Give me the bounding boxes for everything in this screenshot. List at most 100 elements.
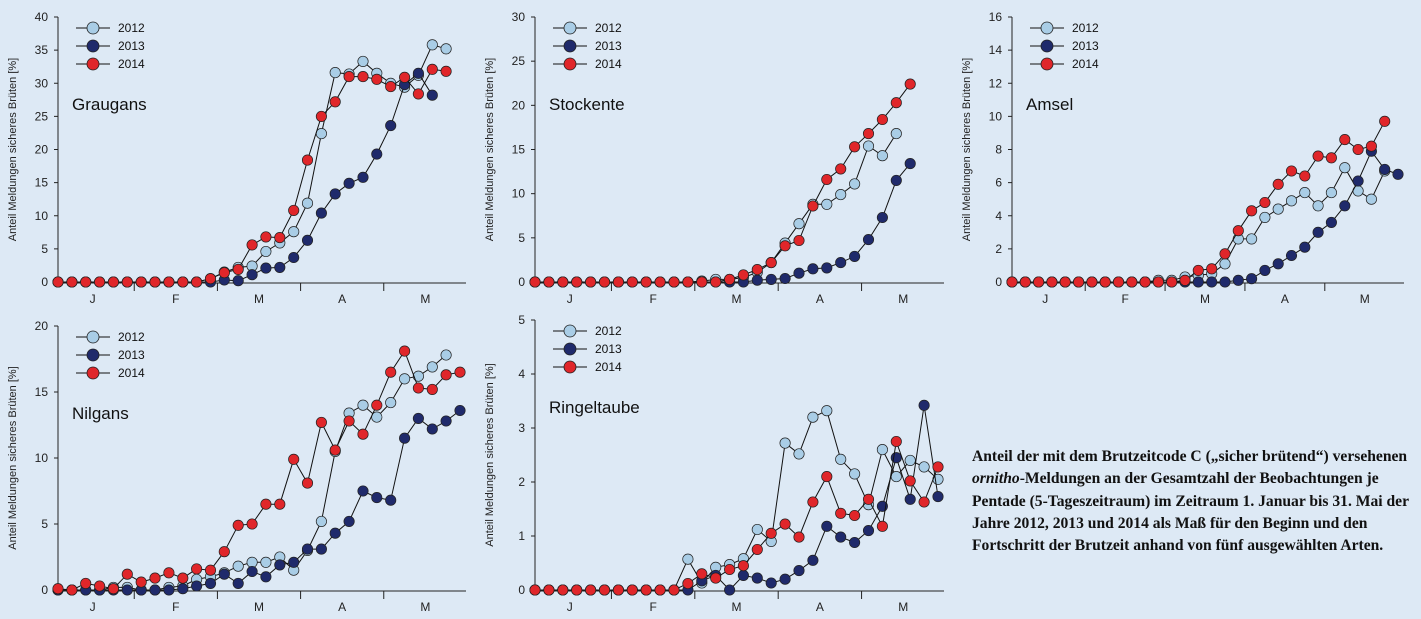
data-point-2014 bbox=[571, 584, 583, 596]
data-point-2014 bbox=[357, 428, 369, 440]
data-point-2013 bbox=[357, 171, 369, 183]
data-point-2014 bbox=[612, 584, 624, 596]
data-point-2013 bbox=[849, 250, 861, 262]
data-point-2014 bbox=[1219, 248, 1231, 260]
data-point-2012 bbox=[890, 128, 902, 140]
species-title: Ringeltaube bbox=[549, 398, 640, 417]
data-point-2014 bbox=[426, 383, 438, 395]
data-point-2014 bbox=[612, 276, 624, 288]
legend-marker-2012 bbox=[1040, 21, 1054, 35]
data-point-2014 bbox=[724, 273, 736, 285]
chart-panel-5: 0 1 2 3 4 5 J F M A M Anteil Meldungen sicheres Brü… bbox=[484, 313, 944, 614]
legend-label-2013: 2013 bbox=[118, 348, 145, 362]
data-point-2013 bbox=[121, 584, 133, 596]
data-point-2012 bbox=[904, 454, 916, 466]
data-point-2012 bbox=[876, 150, 888, 162]
legend-marker-2014 bbox=[86, 57, 100, 71]
data-point-2013 bbox=[779, 272, 791, 285]
y-tick-label: 5 bbox=[518, 313, 525, 327]
y-tick-label: 5 bbox=[41, 517, 48, 531]
caption-text-1: Anteil der mit dem Brutzeitcode C („sich… bbox=[972, 448, 1408, 465]
data-point-2012 bbox=[1339, 162, 1351, 174]
data-point-2013 bbox=[412, 67, 424, 79]
data-point-2014 bbox=[557, 276, 569, 288]
data-point-2014 bbox=[862, 493, 875, 505]
data-point-2014 bbox=[779, 240, 791, 252]
legend-marker-2014 bbox=[1040, 57, 1054, 71]
data-point-2013 bbox=[1206, 276, 1218, 288]
data-point-2014 bbox=[107, 583, 119, 595]
data-point-2014 bbox=[724, 563, 736, 576]
data-point-2014 bbox=[1272, 178, 1284, 190]
x-tick-label: F bbox=[1121, 292, 1128, 306]
data-point-2014 bbox=[585, 276, 597, 288]
data-point-2013 bbox=[862, 234, 875, 246]
data-point-2013 bbox=[204, 577, 217, 589]
data-point-2013 bbox=[343, 515, 355, 527]
data-point-2012 bbox=[357, 55, 369, 67]
data-point-2014 bbox=[1232, 225, 1244, 237]
data-point-2014 bbox=[412, 88, 424, 100]
data-point-2014 bbox=[329, 444, 341, 456]
y-tick-label: 15 bbox=[512, 143, 526, 157]
data-point-2013 bbox=[918, 399, 930, 411]
data-point-2013 bbox=[835, 531, 847, 543]
data-point-2012 bbox=[1299, 187, 1311, 199]
data-point-2013 bbox=[399, 432, 411, 444]
data-point-2014 bbox=[66, 584, 78, 596]
data-point-2014 bbox=[1365, 140, 1377, 152]
data-point-2014 bbox=[529, 584, 541, 596]
x-tick-label: M bbox=[898, 600, 908, 614]
data-point-2012 bbox=[849, 178, 861, 190]
y-tick-label: 10 bbox=[35, 451, 49, 465]
data-point-2014 bbox=[890, 97, 902, 109]
data-point-2014 bbox=[107, 276, 119, 288]
data-point-2013 bbox=[232, 275, 244, 287]
data-point-2014 bbox=[737, 269, 749, 281]
data-point-2012 bbox=[385, 397, 397, 409]
data-point-2014 bbox=[1006, 276, 1018, 288]
y-tick-label: 10 bbox=[989, 109, 1003, 123]
data-point-2013 bbox=[301, 234, 314, 246]
data-point-2014 bbox=[260, 231, 272, 243]
x-tick-label: M bbox=[898, 292, 908, 306]
data-point-2014 bbox=[52, 583, 64, 595]
legend-marker-2013 bbox=[563, 39, 577, 53]
data-point-2012 bbox=[329, 67, 341, 79]
data-point-2014 bbox=[135, 576, 147, 588]
data-point-2012 bbox=[793, 218, 805, 230]
series-line-2012 bbox=[535, 409, 939, 591]
data-point-2014 bbox=[710, 572, 722, 584]
legend-label-2013: 2013 bbox=[1072, 39, 1099, 53]
x-tick-label: M bbox=[1360, 292, 1370, 306]
x-tick-label: M bbox=[732, 600, 742, 614]
species-title: Nilgans bbox=[72, 404, 129, 423]
legend-marker-2013 bbox=[1040, 39, 1054, 53]
data-point-2012 bbox=[1246, 233, 1258, 245]
data-point-2014 bbox=[543, 584, 555, 596]
data-point-2013 bbox=[890, 174, 902, 186]
data-point-2013 bbox=[793, 565, 805, 577]
data-point-2014 bbox=[191, 276, 203, 288]
y-tick-label: 1 bbox=[518, 529, 525, 543]
data-point-2013 bbox=[862, 525, 875, 537]
data-point-2014 bbox=[654, 276, 666, 288]
data-point-2014 bbox=[1206, 263, 1218, 275]
data-point-2013 bbox=[315, 543, 327, 555]
x-tick-label: J bbox=[90, 600, 96, 614]
data-point-2014 bbox=[1192, 264, 1204, 276]
data-point-2013 bbox=[1379, 163, 1391, 175]
series-line-2014 bbox=[535, 83, 911, 283]
data-point-2013 bbox=[849, 536, 861, 549]
data-point-2012 bbox=[1259, 211, 1271, 223]
data-point-2013 bbox=[149, 584, 161, 596]
series-line-2012 bbox=[58, 354, 447, 591]
y-axis-label: Anteil Meldungen sicheres Brüten [%] bbox=[484, 363, 496, 546]
data-point-2014 bbox=[301, 477, 314, 489]
data-point-2013 bbox=[371, 492, 383, 504]
data-point-2014 bbox=[751, 264, 763, 276]
data-point-2012 bbox=[246, 556, 258, 568]
data-point-2014 bbox=[1339, 134, 1351, 146]
data-point-2014 bbox=[821, 471, 833, 483]
data-point-2014 bbox=[357, 71, 369, 83]
